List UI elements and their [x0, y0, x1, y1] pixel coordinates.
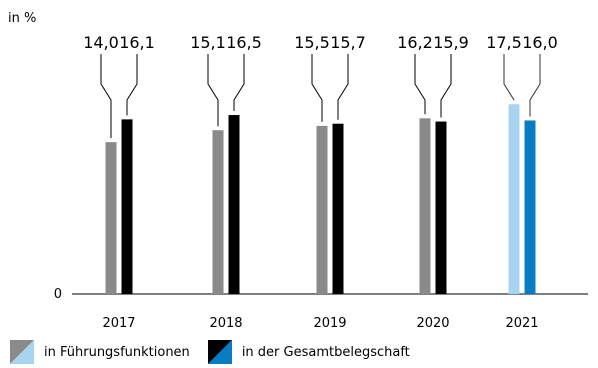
x-tick-label-2019: 2019: [313, 316, 346, 331]
bar-fuehrung-2018: [212, 130, 224, 294]
bar-gesamt-2019: [332, 123, 344, 294]
bar-fuehrung-2017: [105, 142, 117, 294]
legend-label-fuehrung: in Führungsfunktionen: [44, 344, 190, 360]
leader-line-gesamt-2018: [233, 54, 245, 112]
bar-gesamt-2017: [121, 119, 133, 294]
data-label-gesamt-2019: 15,7: [330, 33, 366, 52]
leader-line-fuehrung-2019: [311, 54, 323, 122]
legend-item-gesamt: in der Gesamtbelegschaft: [207, 340, 410, 364]
legend-swatch-gesamt: [207, 340, 232, 364]
bar-fuehrung-2020: [419, 118, 431, 295]
legend-label-gesamt: in der Gesamtbelegschaft: [241, 344, 410, 360]
legend-item-fuehrung: in Führungsfunktionen: [10, 340, 190, 364]
data-label-fuehrung-2018: 15,1: [190, 33, 226, 52]
data-label-gesamt-2017: 16,1: [119, 33, 155, 52]
x-tick-label-2021: 2021: [505, 316, 538, 331]
bar-gesamt-2020: [435, 121, 447, 295]
leader-line-fuehrung-2017: [100, 54, 112, 139]
leader-line-fuehrung-2020: [414, 54, 426, 115]
data-label-fuehrung-2020: 16,2: [397, 33, 433, 52]
data-label-fuehrung-2021: 17,5: [486, 33, 522, 52]
leader-line-gesamt-2019: [337, 54, 349, 120]
data-label-fuehrung-2019: 15,5: [294, 33, 330, 52]
legend-swatch-fuehrung: [10, 340, 34, 364]
leader-line-fuehrung-2021: [503, 54, 515, 101]
data-label-gesamt-2018: 16,5: [226, 33, 262, 52]
chart-legend: in Führungsfunktionen in der Gesamtbeleg…: [10, 340, 428, 364]
leader-line-gesamt-2021: [529, 54, 541, 117]
data-label-gesamt-2020: 15,9: [433, 33, 469, 52]
x-tick-label-2017: 2017: [102, 316, 135, 331]
data-label-fuehrung-2017: 14,0: [83, 33, 119, 52]
bar-gesamt-2018: [228, 115, 240, 295]
y-unit-label: in %: [8, 11, 36, 26]
leader-line-gesamt-2020: [440, 54, 452, 118]
leader-line-gesamt-2017: [126, 54, 138, 116]
leader-line-fuehrung-2018: [207, 54, 219, 127]
y-zero-label: 0: [54, 287, 62, 302]
bar-gesamt-2021: [524, 120, 536, 294]
bar-fuehrung-2019: [316, 125, 328, 294]
x-tick-label-2018: 2018: [209, 316, 242, 331]
bar-fuehrung-2021: [508, 104, 520, 294]
x-tick-label-2020: 2020: [416, 316, 449, 331]
data-label-gesamt-2021: 16,0: [522, 33, 558, 52]
